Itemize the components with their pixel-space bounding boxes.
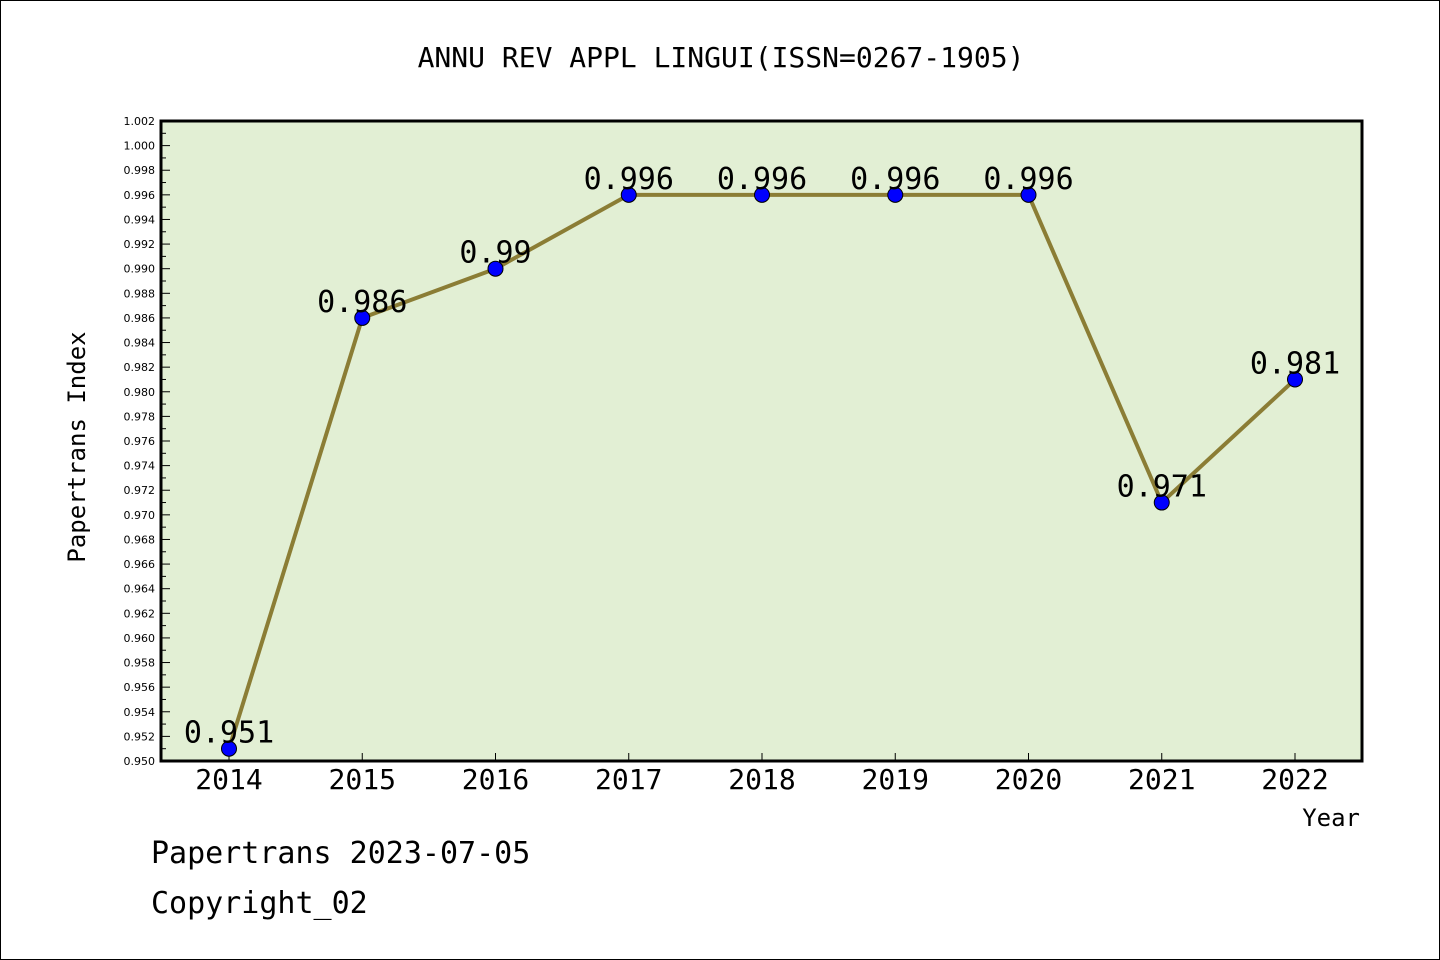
data-point <box>1287 371 1303 388</box>
y-tick-label: 0.980 <box>124 386 156 399</box>
y-tick-label: 0.978 <box>124 410 156 423</box>
data-label: 0.951 <box>184 716 274 751</box>
x-tick-label: 2017 <box>595 763 662 796</box>
plot-area <box>161 121 1362 761</box>
plot-border <box>159 119 1364 763</box>
x-tick-label: 2021 <box>1128 763 1195 796</box>
data-point <box>221 740 237 757</box>
y-tick-label: 0.952 <box>124 730 156 743</box>
data-point <box>1153 494 1170 511</box>
data-point <box>1020 186 1037 203</box>
x-tick-label: 2019 <box>862 763 929 796</box>
y-tick-label: 0.990 <box>124 263 156 276</box>
y-tick-label: 0.982 <box>124 361 156 374</box>
x-axis-label: Year <box>1302 804 1360 832</box>
y-tick-label: 0.992 <box>124 238 156 251</box>
y-tick-label: 0.970 <box>124 509 156 522</box>
x-tick-label: 2016 <box>462 763 529 796</box>
y-tick-label: 0.968 <box>124 533 156 546</box>
y-tick-label: 0.972 <box>124 484 156 497</box>
y-tick-label: 1.000 <box>124 140 156 153</box>
y-tick-label: 0.960 <box>124 632 156 645</box>
y-tick-label: 0.954 <box>124 706 156 719</box>
data-label: 0.996 <box>983 162 1073 197</box>
data-label: 0.996 <box>850 162 940 197</box>
y-tick-label: 0.994 <box>124 213 156 226</box>
y-tick-label: 0.996 <box>124 189 156 202</box>
data-point <box>354 309 371 326</box>
data-point <box>754 186 770 203</box>
y-tick-label: 0.986 <box>124 312 156 325</box>
x-axis: 2014 2015 2016 2017 2018 2019 2020 2021 2022 <box>195 753 1329 796</box>
data-label: 0.986 <box>317 285 407 320</box>
y-tick-label: 0.974 <box>124 460 156 473</box>
series-markers <box>221 186 1303 757</box>
y-tick-label: 0.966 <box>124 558 156 571</box>
y-tick-label: 0.998 <box>124 164 156 177</box>
y-axis: 0.950 0.952 0.954 0.956 0.958 0.960 0.962 0.964… <box>124 115 170 768</box>
y-tick-label: 0.984 <box>124 337 156 350</box>
footer-copyright: Copyright_02 <box>151 886 368 921</box>
y-axis-label: Papertrans Index <box>63 331 91 562</box>
data-label: 0.996 <box>584 162 674 197</box>
x-tick-label: 2018 <box>728 763 795 796</box>
y-tick-label: 1.002 <box>124 115 156 128</box>
x-tick-label: 2022 <box>1261 763 1328 796</box>
x-tick-label: 2020 <box>995 763 1062 796</box>
chart-title: ANNU REV APPL LINGUI(ISSN=0267-1905) <box>418 41 1025 74</box>
x-tick-label: 2015 <box>329 763 396 796</box>
data-label: 0.981 <box>1250 346 1340 381</box>
y-tick-label: 0.956 <box>124 681 156 694</box>
data-point <box>887 186 904 203</box>
data-label: 0.971 <box>1117 470 1207 505</box>
data-label: 0.99 <box>459 236 531 271</box>
data-point <box>620 186 637 203</box>
y-tick-label: 0.988 <box>124 287 156 300</box>
footer-date: Papertrans 2023-07-05 <box>151 836 531 871</box>
x-tick-label: 2014 <box>195 763 262 796</box>
data-label: 0.996 <box>717 162 807 197</box>
data-point <box>487 260 504 277</box>
y-tick-label: 0.962 <box>124 607 156 620</box>
y-tick-label: 0.950 <box>124 755 156 768</box>
data-labels: 0.951 0.986 0.99 0.996 0.996 0.996 0.996 0.971 0… <box>184 162 1340 751</box>
y-tick-label: 0.976 <box>124 435 156 448</box>
y-tick-label: 0.958 <box>124 657 156 670</box>
y-tick-label: 0.964 <box>124 583 156 596</box>
